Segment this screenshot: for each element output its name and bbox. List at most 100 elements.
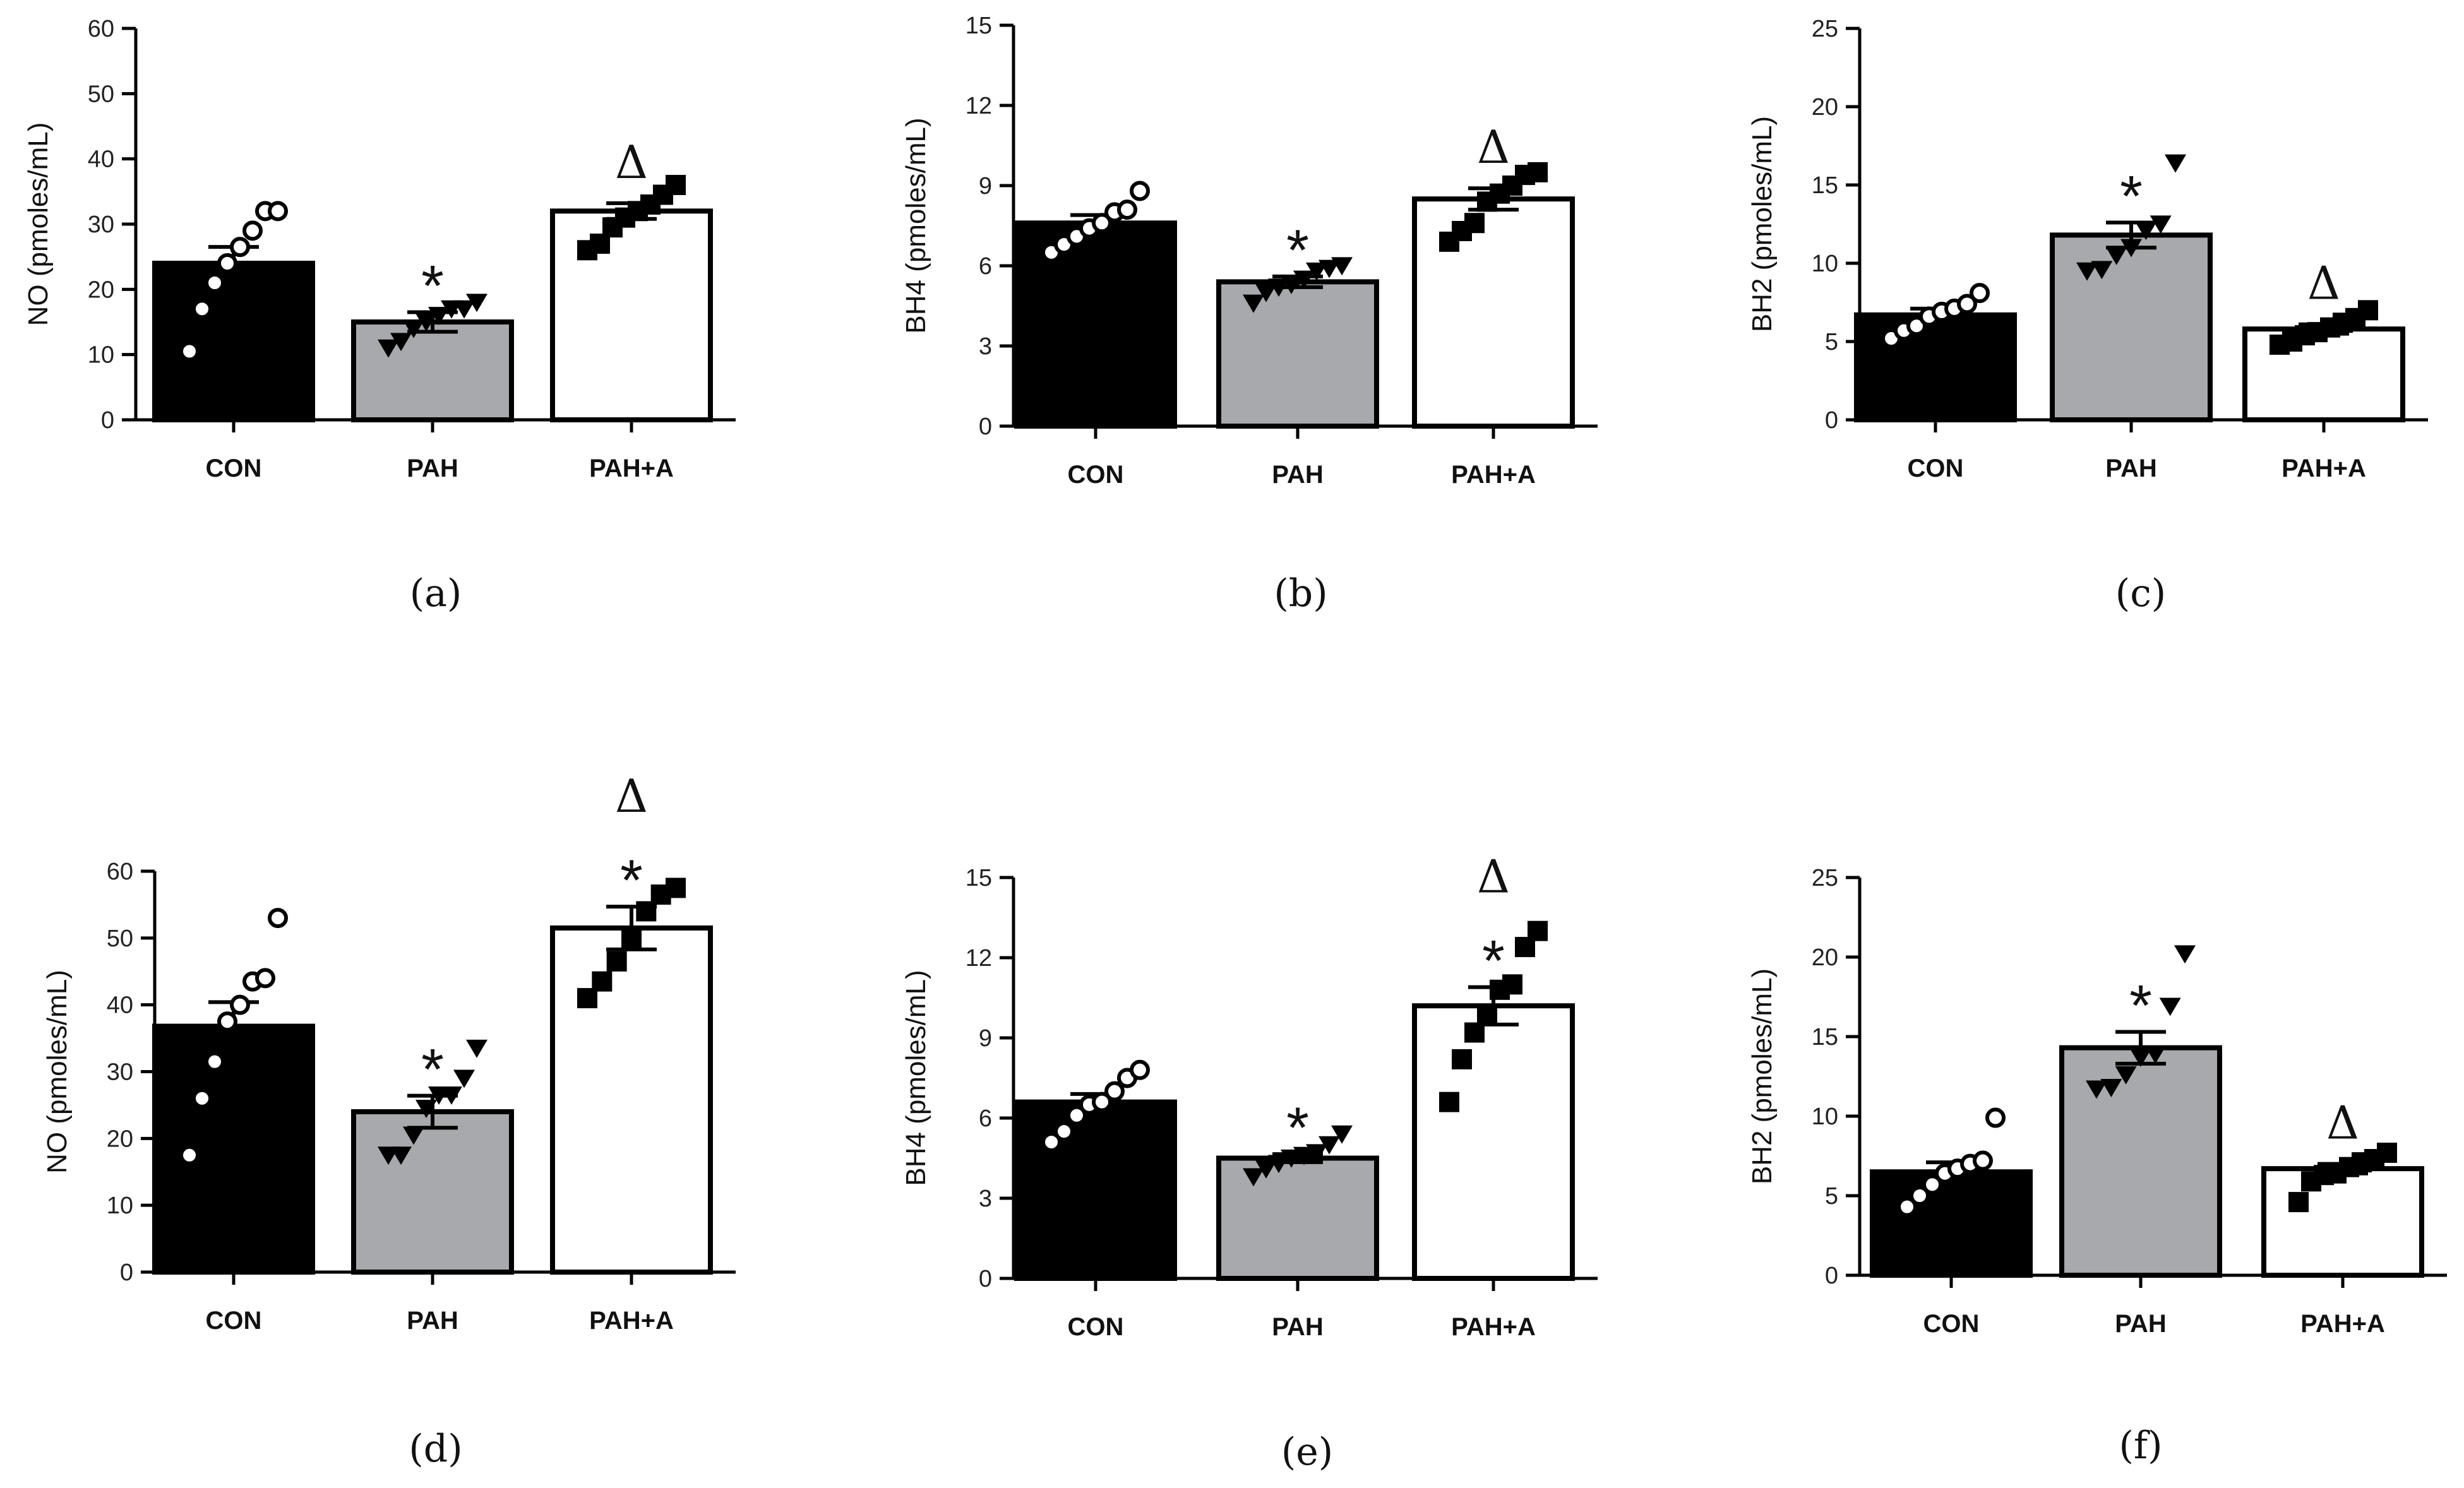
data-point — [268, 201, 288, 222]
y-tick-label: 3 — [979, 333, 992, 360]
data-point — [2100, 1079, 2122, 1097]
data-point — [403, 319, 424, 338]
data-point — [2076, 262, 2098, 281]
data-point — [1255, 283, 1277, 302]
data-point — [242, 220, 263, 241]
category-label: PAH+A — [2300, 1310, 2385, 1338]
y-tick-label: 12 — [966, 93, 992, 119]
y-tick-label: 0 — [120, 1259, 133, 1286]
significance-star: * — [2129, 973, 2152, 1038]
data-point — [2115, 1066, 2137, 1085]
category-label: PAH+A — [1451, 1313, 1536, 1341]
data-point — [230, 994, 250, 1015]
bar-pahplusa — [1412, 196, 1575, 429]
data-point — [428, 307, 450, 325]
data-point — [390, 1146, 412, 1165]
data-point — [666, 175, 686, 195]
data-point — [1281, 276, 1302, 294]
panel-caption: (e) — [1281, 1430, 1333, 1474]
bar-pahplusa — [550, 208, 713, 422]
y-tick-label: 15 — [966, 865, 992, 891]
bar-con — [152, 261, 315, 422]
y-tick-label: 40 — [107, 992, 133, 1019]
significance-delta: Δ — [615, 136, 648, 189]
category-label: PAH — [1272, 461, 1323, 489]
y-axis-title: NO (pmoles/mL) — [42, 970, 73, 1174]
bar-con — [1014, 1099, 1177, 1281]
y-tick-label: 0 — [979, 414, 992, 440]
y-tick-label: 0 — [979, 1266, 992, 1292]
data-point — [2091, 261, 2113, 280]
category-label: PAH+A — [589, 1307, 674, 1335]
y-tick-label: 25 — [1812, 865, 1838, 891]
bar-con — [1854, 312, 2017, 422]
data-point — [1306, 262, 1327, 281]
y-tick-label: 10 — [107, 1193, 133, 1219]
y-tick-label: 30 — [107, 1059, 133, 1086]
data-point — [1331, 257, 1353, 276]
y-tick-label: 15 — [966, 13, 992, 39]
significance-star: * — [1286, 218, 1309, 283]
y-tick-label: 20 — [1812, 94, 1838, 121]
y-tick-label: 30 — [88, 211, 114, 238]
data-point — [2288, 1192, 2309, 1213]
data-point — [1973, 1150, 1993, 1171]
data-point — [1067, 1105, 1087, 1126]
data-point — [179, 341, 200, 362]
y-tick-label: 15 — [1812, 1024, 1838, 1051]
data-point — [2130, 1049, 2151, 1068]
data-point — [2150, 215, 2172, 234]
y-tick-label: 0 — [101, 407, 114, 434]
data-point — [1502, 974, 1522, 995]
data-point — [2174, 945, 2196, 964]
data-point — [666, 878, 686, 898]
data-point — [2086, 1080, 2107, 1099]
significance-delta: Δ — [615, 770, 648, 823]
data-point — [217, 253, 237, 273]
panel-caption: (b) — [1274, 571, 1327, 616]
y-tick-label: 10 — [1812, 251, 1838, 277]
significance-delta: Δ — [2307, 257, 2340, 310]
data-point — [1897, 1196, 1917, 1217]
data-point — [1528, 162, 1548, 182]
data-point — [1041, 1132, 1062, 1153]
y-tick-label: 50 — [88, 81, 114, 107]
data-point — [1092, 213, 1112, 234]
data-point — [1117, 199, 1137, 220]
category-label: PAH+A — [1451, 461, 1536, 489]
data-point — [1268, 278, 1289, 297]
data-point — [2105, 247, 2127, 265]
chart-panel-e: CON * PAH * Δ PAH+A 0 3 6 9 12 15 BH4 (pmoles/mL) (e) — [900, 850, 1598, 1474]
data-point — [255, 968, 275, 989]
y-tick-label: 20 — [88, 277, 114, 303]
y-tick-label: 6 — [979, 1105, 992, 1132]
bar-pahplusa — [550, 925, 713, 1275]
data-point — [230, 237, 250, 258]
data-point — [2159, 997, 2181, 1016]
data-point — [1104, 1081, 1125, 1102]
data-point — [1243, 1168, 1264, 1187]
significance-star: * — [421, 254, 444, 319]
data-point — [192, 1088, 212, 1109]
chart-panel-f: CON * PAH Δ PAH+A 0 5 10 15 20 25 BH2 (pmoles/mL) (f… — [1747, 865, 2447, 1468]
bar-con — [1870, 1169, 2033, 1278]
data-point — [1985, 1107, 2006, 1128]
data-point — [1054, 1121, 1074, 1142]
y-tick-label: 6 — [979, 253, 992, 280]
y-tick-label: 10 — [88, 342, 114, 369]
y-tick-label: 5 — [1825, 329, 1838, 355]
bar-con — [1014, 220, 1177, 429]
data-point — [205, 1051, 225, 1072]
significance-star: * — [1286, 1096, 1309, 1160]
data-point — [192, 299, 212, 319]
data-point — [1293, 1146, 1315, 1165]
category-label: PAH — [1272, 1313, 1323, 1341]
data-point — [1452, 1049, 1472, 1069]
data-point — [1477, 1003, 1497, 1024]
bar-pah — [351, 319, 514, 422]
data-point — [1243, 294, 1264, 313]
bar-pah — [2050, 232, 2213, 422]
data-point — [2120, 239, 2142, 258]
y-tick-label: 10 — [1812, 1104, 1838, 1130]
panel-caption: (f) — [2119, 1424, 2162, 1468]
